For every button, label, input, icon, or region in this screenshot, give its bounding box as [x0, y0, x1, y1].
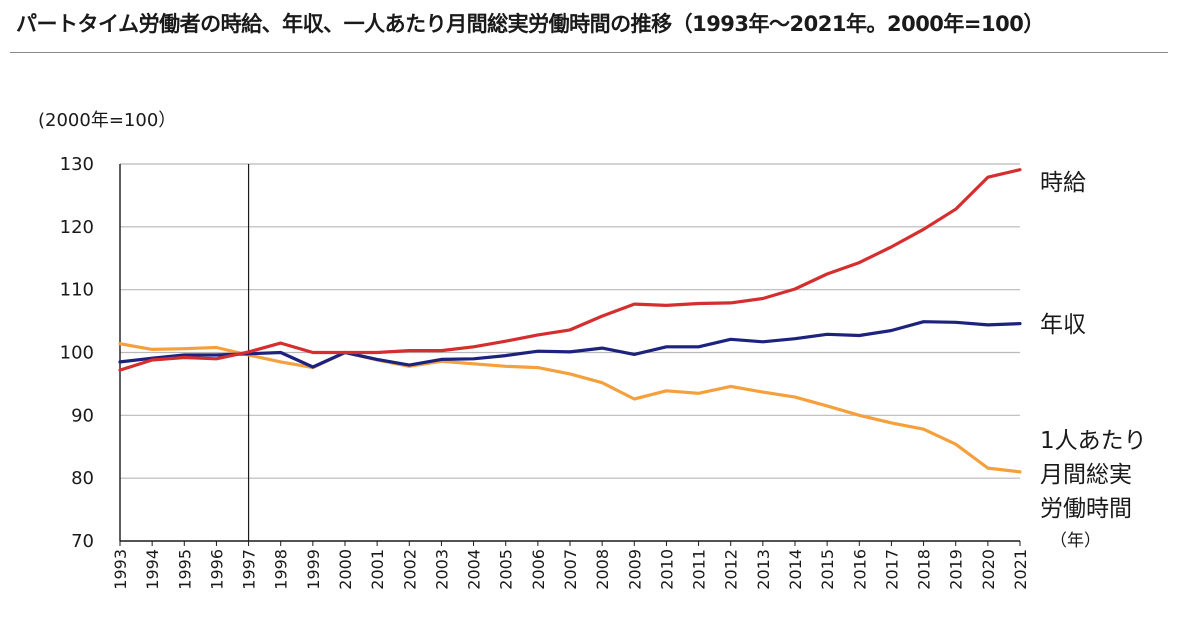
x-tick-label-2021: 2021 — [1011, 549, 1030, 590]
series-line-2 — [118, 342, 1022, 474]
x-tick-label-2003: 2003 — [432, 549, 451, 590]
x-tick-label-1995: 1995 — [175, 549, 194, 590]
x-tick-label-2017: 2017 — [882, 549, 901, 590]
x-tick-label-2002: 2002 — [400, 549, 419, 590]
x-tick-label-2008: 2008 — [593, 549, 612, 590]
y-tick-label-110: 110 — [60, 280, 94, 301]
x-tick-label-2007: 2007 — [561, 549, 580, 590]
x-tick-label-2010: 2010 — [657, 549, 676, 590]
chart-title: パートタイム労働者の時給、年収、一人あたり月間総実労働時間の推移（1993年～2… — [16, 12, 1044, 36]
title-divider — [10, 52, 1168, 53]
series-label-annual: 年収 — [1040, 312, 1086, 338]
x-tick-label-2018: 2018 — [915, 549, 934, 590]
x-tick-labels: 1993 1994 1995 1996 1997 1998 1999 2000 2001 2002… — [111, 549, 1030, 590]
y-tick-labels: 70 80 90 100 110 120 130 — [60, 154, 94, 552]
series-label-hours-line3: 労働時間 — [1040, 496, 1132, 522]
x-tick-label-2012: 2012 — [722, 549, 741, 590]
y-tick-label-100: 100 — [60, 343, 94, 364]
x-tick-label-2005: 2005 — [497, 549, 516, 590]
x-tick-label-1999: 1999 — [304, 549, 323, 590]
x-tick-label-2000: 2000 — [336, 549, 355, 590]
grid-lines — [120, 163, 1020, 479]
y-tick-label-90: 90 — [71, 405, 94, 426]
x-tick-label-1993: 1993 — [111, 549, 130, 590]
x-tick-label-1997: 1997 — [240, 549, 259, 590]
x-tick-label-2006: 2006 — [529, 549, 548, 590]
x-tick-label-2001: 2001 — [368, 549, 387, 590]
series-label-hours: 1人あたり 月間総実 労働時間 — [1040, 424, 1147, 526]
x-tick-label-2016: 2016 — [850, 549, 869, 590]
y-tick-label-120: 120 — [60, 217, 94, 238]
x-tick-label-1996: 1996 — [207, 549, 226, 590]
y-tick-label-70: 70 — [71, 531, 94, 552]
series-label-hourly: 時給 — [1040, 170, 1086, 196]
x-tick-label-1998: 1998 — [272, 549, 291, 590]
series-line-0 — [118, 168, 1022, 372]
x-tick-label-2004: 2004 — [465, 549, 484, 590]
y-tick-label-130: 130 — [60, 154, 94, 175]
series-label-hours-line2: 月間総実 — [1040, 462, 1132, 488]
y-tick-label-80: 80 — [71, 468, 94, 489]
series-label-hours-line1: 1人あたり — [1040, 428, 1147, 454]
x-tick-label-2013: 2013 — [754, 549, 773, 590]
y-axis-unit-label: (2000年=100） — [38, 110, 177, 131]
x-tick-label-1994: 1994 — [143, 549, 162, 590]
series-lines — [118, 168, 1022, 474]
x-tick-label-2020: 2020 — [979, 549, 998, 590]
x-tick-label-2009: 2009 — [625, 549, 644, 590]
x-tick-label-2014: 2014 — [786, 549, 805, 590]
x-axis-unit-label: （年） — [1050, 531, 1101, 551]
x-tick-label-2019: 2019 — [947, 549, 966, 590]
x-tick-label-2011: 2011 — [690, 549, 709, 590]
x-tick-label-2015: 2015 — [818, 549, 837, 590]
